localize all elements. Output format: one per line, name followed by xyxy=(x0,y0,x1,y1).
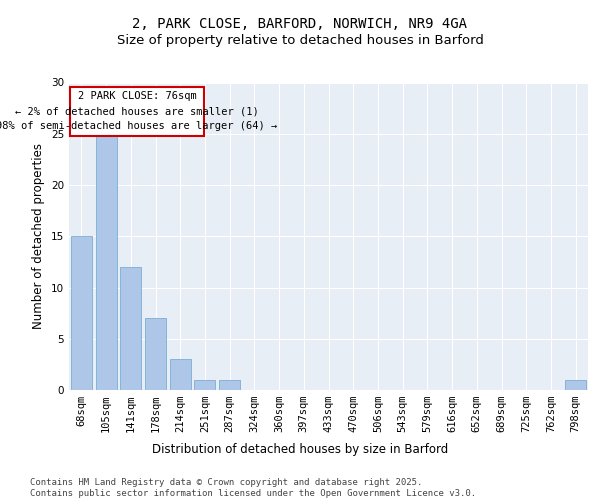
Bar xyxy=(194,380,215,390)
Text: 2 PARK CLOSE: 76sqm
← 2% of detached houses are smaller (1)
98% of semi-detached: 2 PARK CLOSE: 76sqm ← 2% of detached hou… xyxy=(0,92,278,131)
Text: Size of property relative to detached houses in Barford: Size of property relative to detached ho… xyxy=(116,34,484,47)
Bar xyxy=(95,114,116,390)
Text: 2, PARK CLOSE, BARFORD, NORWICH, NR9 4GA: 2, PARK CLOSE, BARFORD, NORWICH, NR9 4GA xyxy=(133,18,467,32)
Bar xyxy=(219,380,240,390)
Bar xyxy=(120,267,141,390)
Bar xyxy=(145,318,166,390)
Bar xyxy=(170,359,191,390)
Bar xyxy=(565,380,586,390)
Text: Contains HM Land Registry data © Crown copyright and database right 2025.
Contai: Contains HM Land Registry data © Crown c… xyxy=(30,478,476,498)
Bar xyxy=(71,236,92,390)
FancyBboxPatch shape xyxy=(70,86,203,136)
Text: Distribution of detached houses by size in Barford: Distribution of detached houses by size … xyxy=(152,442,448,456)
Y-axis label: Number of detached properties: Number of detached properties xyxy=(32,143,46,329)
